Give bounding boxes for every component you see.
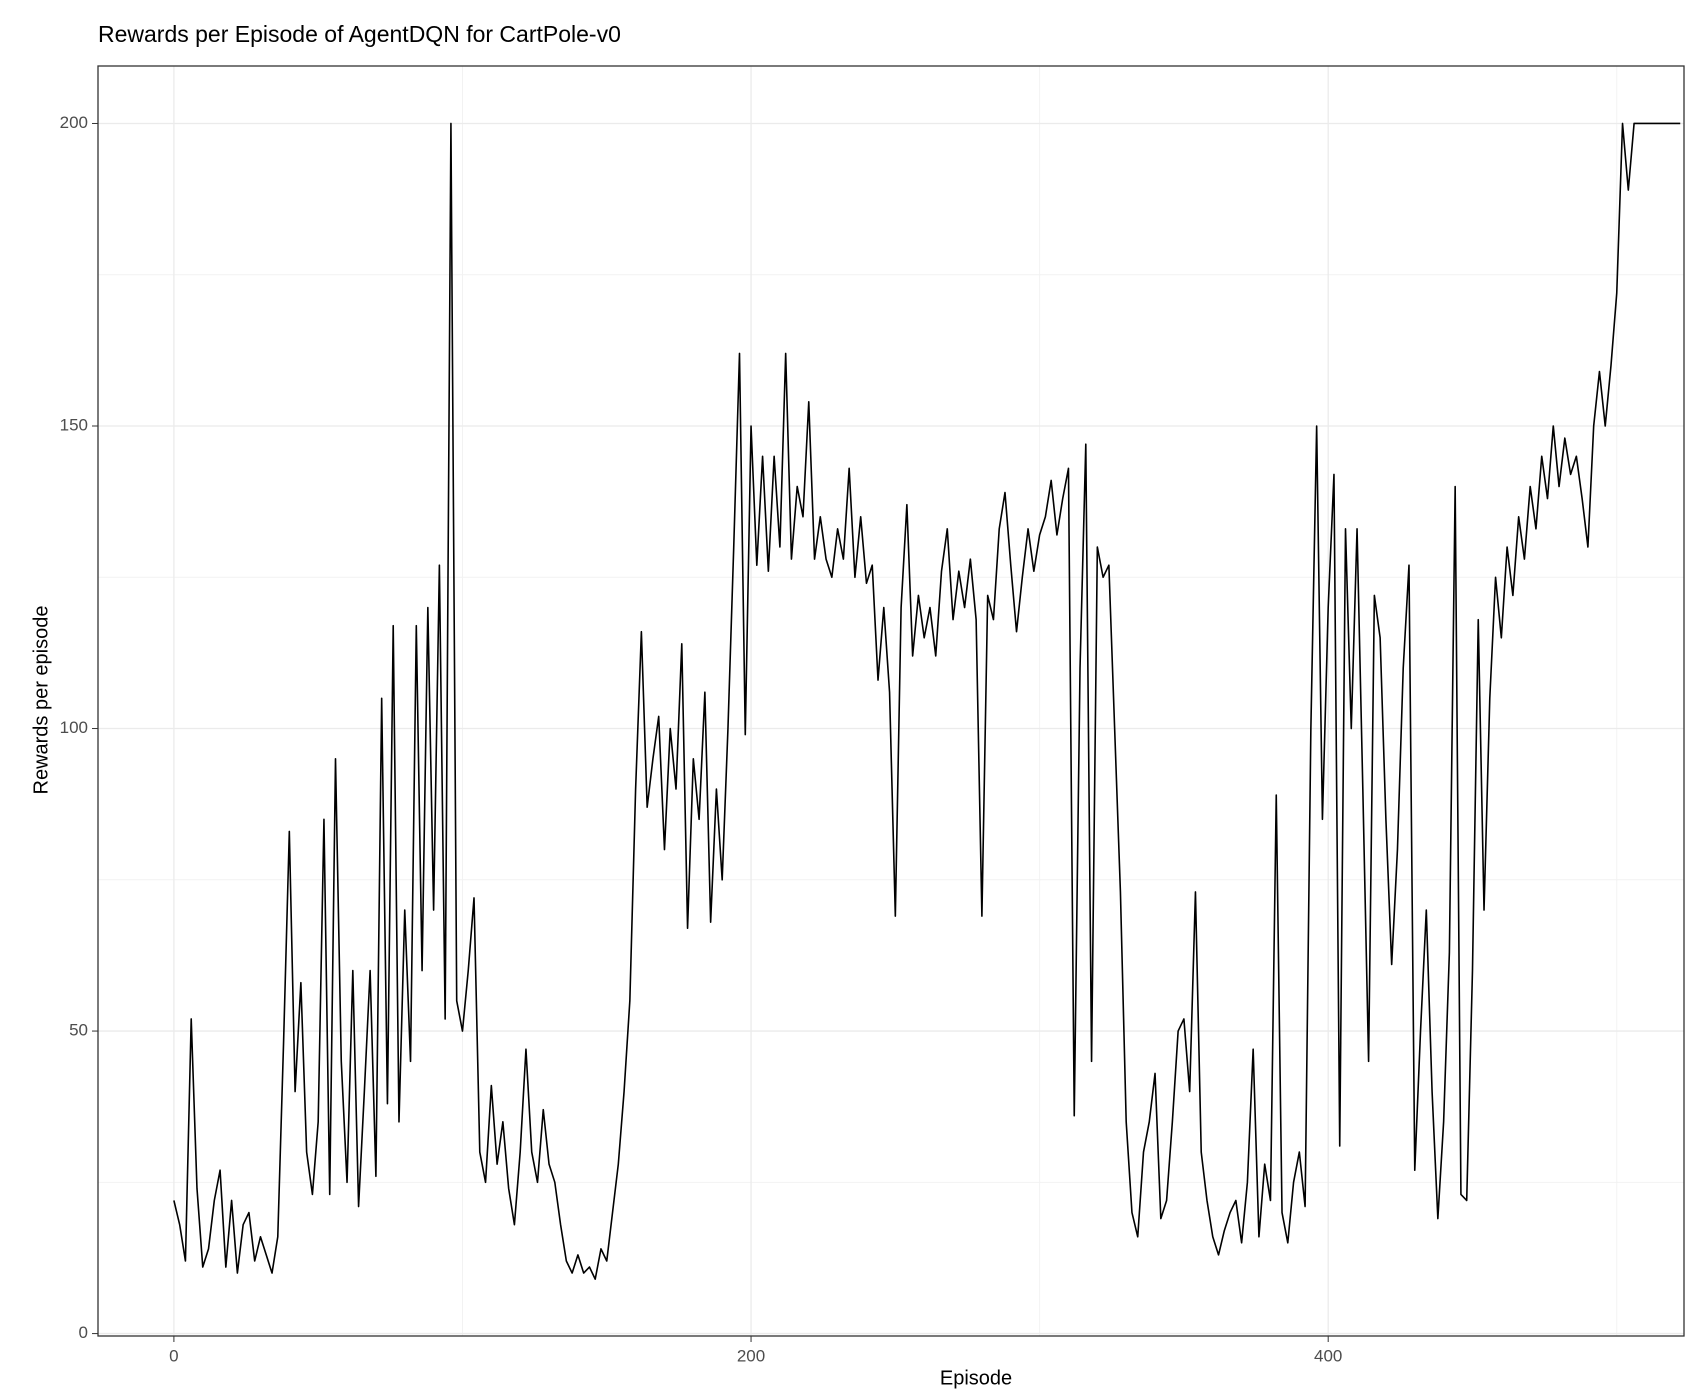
y-tick-label: 200 [60,113,88,132]
y-tick-label: 150 [60,415,88,434]
chart-title: Rewards per Episode of AgentDQN for Cart… [98,21,621,47]
data-line [173,122,1681,1280]
x-tick-label: 400 [1314,1346,1342,1365]
panel-border [97,65,1685,1337]
y-axis-label: Rewards per episode [30,606,52,795]
x-tick-label: 200 [737,1346,765,1365]
x-tick-label: 0 [169,1346,178,1365]
y-tick-label: 50 [69,1021,88,1040]
y-tick-label: 100 [60,718,88,737]
x-axis-label: Episode [940,1367,1012,1389]
y-tick-label: 0 [79,1323,88,1342]
